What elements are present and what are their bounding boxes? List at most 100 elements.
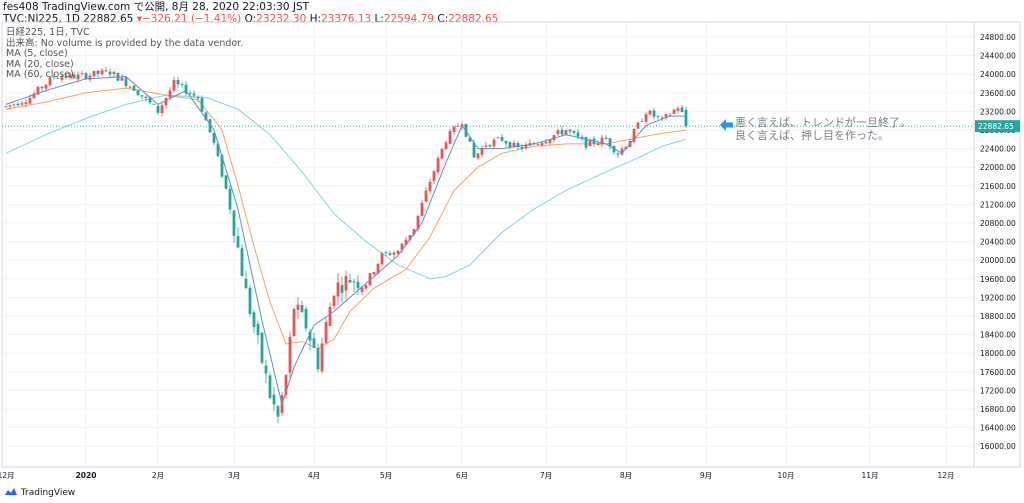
price-tick-label: 20400.00 (980, 238, 1016, 247)
price-tick-label: 19200.00 (980, 293, 1016, 302)
candle-body (512, 142, 516, 147)
candle-body (492, 139, 496, 147)
publish-info: fes408 TradingView.com で公開, 8月 28, 2020 … (3, 1, 310, 13)
candle-body (180, 84, 184, 85)
candle-body (20, 103, 24, 105)
candle-body (476, 153, 480, 159)
annotation-line-1: 悪く言えば、トレンドが一旦終了。 (735, 116, 911, 129)
candle-body (556, 130, 560, 135)
price-tick-label: 24000.00 (980, 70, 1016, 79)
time-tick-label: 10月 (777, 471, 794, 480)
arrow-left-icon (720, 119, 733, 131)
tradingview-logo[interactable]: TradingView (4, 487, 75, 498)
candle-body (664, 114, 668, 117)
candle-body (464, 123, 468, 137)
candle-body (108, 71, 112, 75)
candle-body (160, 105, 164, 114)
footer-brand: TradingView (20, 488, 76, 498)
open-label: O: (244, 13, 257, 25)
candle-body (552, 135, 556, 141)
candle-body (284, 375, 288, 395)
candle-body (548, 139, 552, 143)
candle-body (388, 253, 392, 256)
candle-body (32, 93, 36, 99)
time-tick-label: 11月 (861, 471, 878, 480)
candle-body (652, 110, 656, 117)
candle-body (84, 73, 88, 79)
time-tick-label: 4月 (308, 471, 320, 480)
ma5-line (5, 75, 686, 407)
candle-body (520, 146, 524, 149)
candle-body (12, 104, 16, 106)
legend-ma60[interactable]: MA (60, close) (6, 69, 74, 80)
candle-body (192, 93, 196, 96)
candle-body (672, 109, 676, 114)
price-tick-label: 20800.00 (980, 219, 1016, 228)
candle-body (176, 80, 180, 85)
chart-frame (1, 21, 1021, 468)
candle-body (184, 84, 188, 94)
candle-body (684, 109, 688, 127)
candle-body (28, 97, 32, 104)
candle-body (452, 126, 456, 132)
candle-body (584, 136, 588, 148)
candle-body (468, 137, 472, 142)
candle-body (80, 73, 84, 75)
time-tick-label: 2月 (152, 471, 164, 480)
candle-body (228, 188, 232, 210)
candle-body (48, 77, 52, 86)
candle-body (152, 103, 156, 105)
candle-body (380, 253, 384, 265)
candle-body (576, 132, 580, 137)
candle-body (480, 148, 484, 155)
candle-body (268, 375, 272, 398)
candle-body (312, 338, 316, 348)
last-price-tag (975, 120, 1020, 133)
price-tick-label: 16400.00 (980, 424, 1016, 433)
candle-body (508, 142, 512, 148)
candle-body (352, 281, 356, 283)
candle-body (432, 171, 436, 181)
candle-body (60, 77, 64, 80)
time-tick-label: 9月 (700, 471, 712, 480)
candle-body (256, 323, 260, 336)
candle-body (568, 129, 572, 132)
price-tick-label: 17600.00 (980, 368, 1016, 377)
candle-body (52, 76, 56, 78)
candle-body (272, 394, 276, 405)
candle-body (560, 129, 564, 135)
candle-body (96, 70, 100, 75)
close-label: C: (437, 13, 449, 25)
candle-body (348, 279, 352, 283)
candle-body (220, 155, 224, 177)
candle-body (524, 144, 528, 148)
candle-body (424, 190, 428, 202)
price-tick-label: 22400.00 (980, 145, 1016, 154)
price-tick-label: 18400.00 (980, 331, 1016, 340)
candle-body (92, 70, 96, 77)
candle-body (120, 77, 124, 81)
price-tick-label: 16000.00 (980, 442, 1016, 451)
candle-body (608, 138, 612, 147)
candle-body (640, 121, 644, 122)
price-tick-label: 22000.00 (980, 163, 1016, 172)
legend-ma5[interactable]: MA (5, close) (6, 48, 68, 59)
candle-body (448, 131, 452, 144)
candle-body (244, 278, 248, 289)
candle-body (200, 97, 204, 112)
candle-body (440, 148, 444, 159)
candle-body (360, 287, 364, 292)
legend-ma20[interactable]: MA (20, close) (6, 58, 74, 70)
candle-body (56, 78, 60, 80)
candle-body (572, 131, 576, 133)
candle-body (288, 336, 292, 373)
chart-annotation[interactable]: 悪く言えば、トレンドが一旦終了。 良く言えば、押し目を作った。 (735, 116, 911, 142)
candle-body (76, 74, 80, 80)
candle-body (400, 243, 404, 251)
candle-body (340, 285, 344, 294)
last-price-tag-label: 22882.65 (978, 122, 1014, 131)
candle-body (680, 107, 684, 112)
candle-body (412, 228, 416, 235)
candle-body (376, 263, 380, 274)
